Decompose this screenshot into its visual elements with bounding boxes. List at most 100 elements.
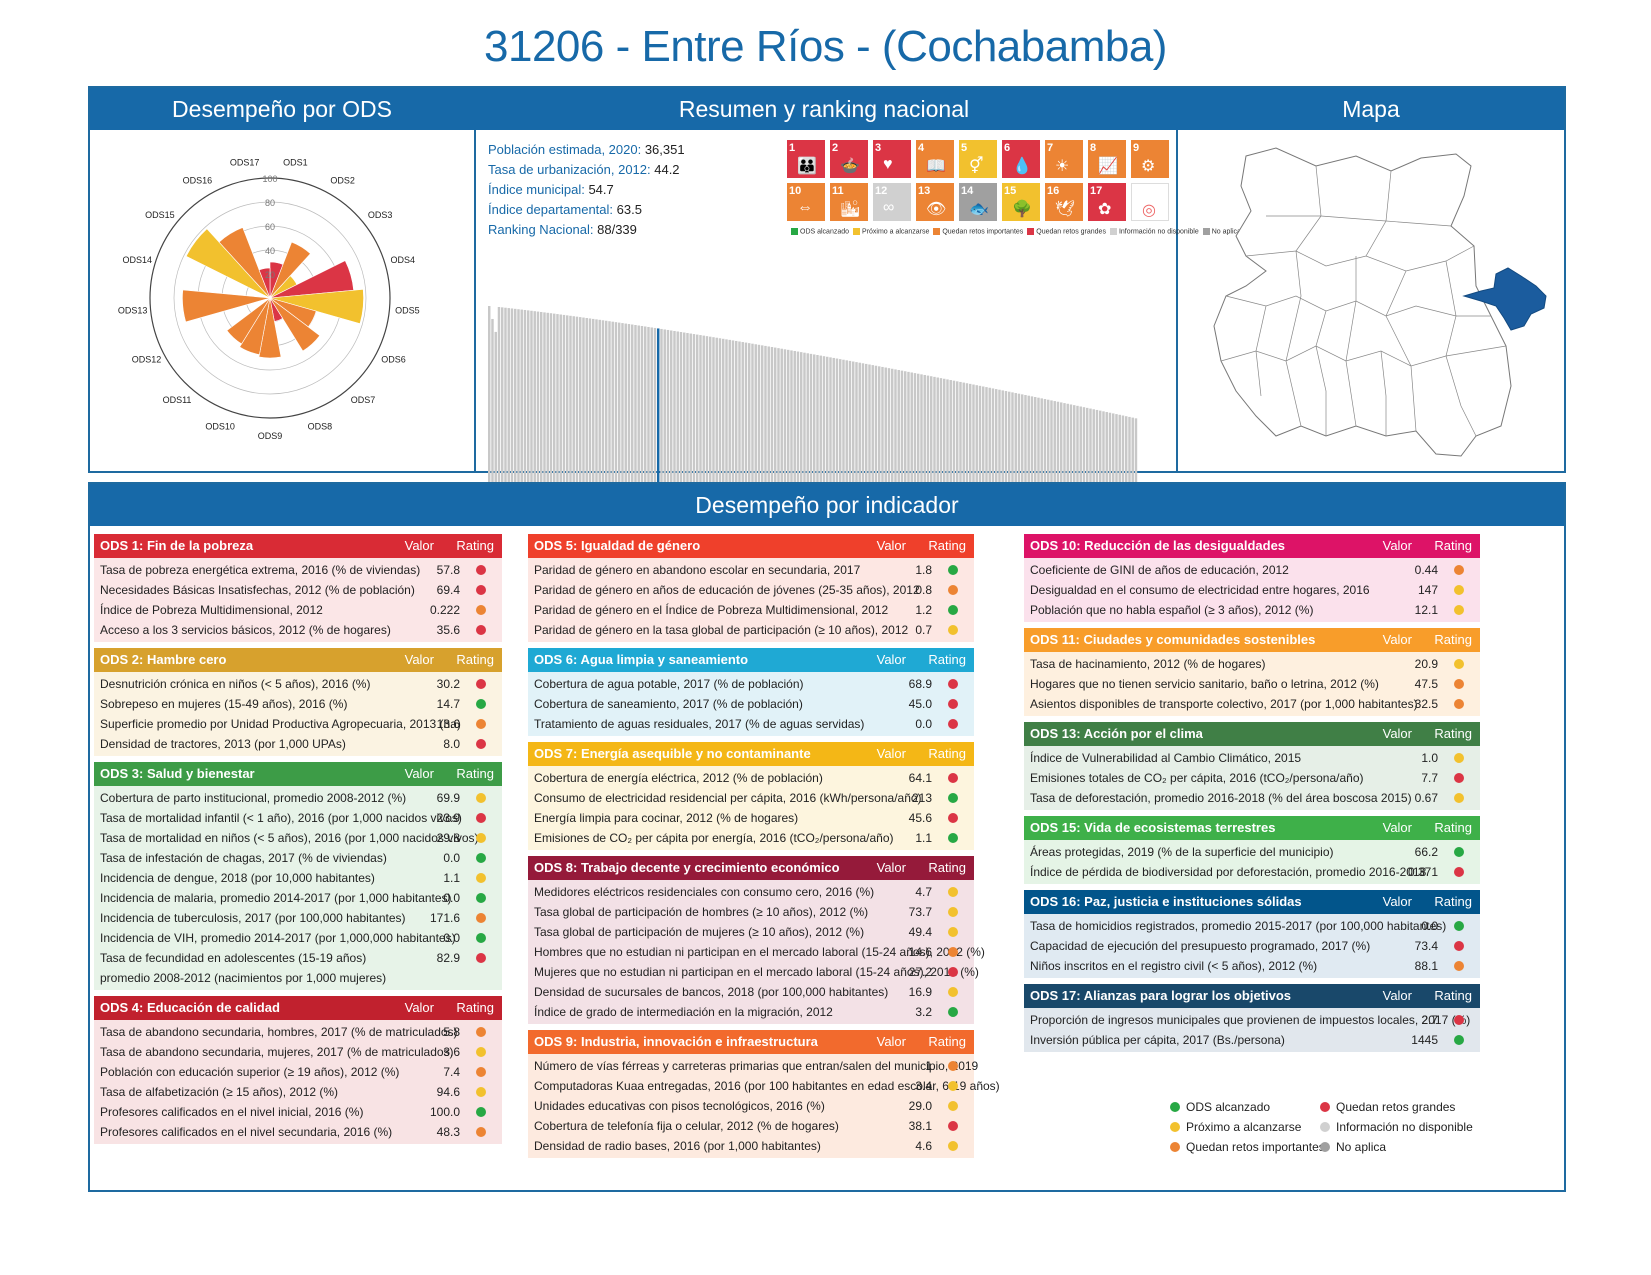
indicator-value: 69.9 <box>436 791 460 805</box>
section-body: Cobertura de energía eléctrica, 2012 (% … <box>528 766 974 850</box>
rank-bar <box>536 311 540 522</box>
rank-bar <box>553 313 556 522</box>
indicator-label: Asientos disponibles de transporte colec… <box>1030 697 1418 711</box>
rank-bar <box>995 389 998 522</box>
ods-section: ODS 8: Trabajo decente y crecimiento eco… <box>528 856 985 1024</box>
radar-bar <box>258 267 271 299</box>
rating-dot <box>948 679 958 689</box>
indicator-row: Emisiones de CO₂ per cápita por energía,… <box>528 828 974 848</box>
rank-bar <box>731 340 735 522</box>
indicator-row: Población que no habla español (≥ 3 años… <box>1024 600 1480 620</box>
indicator-label: Índice de Pobreza Multidimensional, 2012 <box>100 603 323 617</box>
rank-bar <box>725 339 728 522</box>
valor-header: Valor <box>876 746 906 761</box>
rating-dot <box>476 625 486 635</box>
rank-bar <box>494 331 497 522</box>
section-body: Índice de Vulnerabilidad al Cambio Climá… <box>1024 746 1480 810</box>
ods-tile: 4 📖 <box>916 140 954 178</box>
indicator-label: Mujeres que no estudian ni participan en… <box>534 965 979 979</box>
indicator-row: Emisiones totales de CO₂ per cápita, 201… <box>1024 768 1480 788</box>
indicator-value: 3.6 <box>443 1045 460 1059</box>
rank-bar <box>1024 395 1027 522</box>
indicator-label: Consumo de electricidad residencial per … <box>534 791 922 805</box>
rating-dot <box>1454 679 1464 689</box>
indicator-row: Áreas protegidas, 2019 (% de la superfic… <box>1024 842 1480 862</box>
sdg-icon: 🏙 <box>840 201 861 218</box>
indicator-label: Unidades educativas con pisos tecnológic… <box>534 1099 825 1113</box>
rank-bar <box>881 366 884 522</box>
rank-bar <box>952 380 956 522</box>
rank-bar <box>575 316 579 522</box>
rank-bar <box>900 370 904 522</box>
radar-bar <box>258 297 282 359</box>
header-resumen: Resumen y ranking nacional <box>678 96 970 122</box>
rating-dot <box>476 833 486 843</box>
rank-bar <box>757 344 761 522</box>
indicator-label: Computadoras Kuaa entregadas, 2016 (por … <box>534 1079 1000 1093</box>
legend-label: No aplica <box>1211 228 1241 236</box>
divider <box>1176 130 1178 473</box>
section-header: ODS 10: Reducción de las desigualdades Va… <box>1024 534 1480 558</box>
indicator-row: Número de vías férreas y carreteras prim… <box>528 1056 978 1076</box>
rank-bar <box>582 317 585 522</box>
indicator-row: Inversión pública per cápita, 2017 (Bs./… <box>1024 1030 1480 1050</box>
sdg-icon: ☀ <box>1055 158 1070 175</box>
valor-header: Valor <box>876 652 906 667</box>
ods-tile: 11 🏙 <box>830 183 868 221</box>
indicator-row: Paridad de género en años de educación d… <box>528 580 974 600</box>
rank-bar <box>611 321 614 522</box>
indicator-label: Coeficiente de GINI de años de educación… <box>1030 563 1289 577</box>
legend-dot <box>1320 1122 1330 1132</box>
radar-bar <box>226 297 271 345</box>
valor-header: Valor <box>1382 538 1412 553</box>
indicator-value: 30.2 <box>436 677 460 691</box>
rating-dot <box>476 1067 486 1077</box>
axis-label: ODS17 <box>230 157 260 167</box>
rank-bar <box>644 326 647 522</box>
section-header: ODS 8: Trabajo decente y crecimiento eco… <box>528 856 974 880</box>
section-title: ODS 2: Hambre cero <box>100 652 227 667</box>
rank-bar <box>1076 405 1079 522</box>
rank-bar <box>517 309 520 522</box>
tile-number: 12 <box>875 185 888 197</box>
indicator-row: Tratamiento de aguas residuales, 2017 (%… <box>528 714 974 734</box>
axis-label: ODS3 <box>368 210 393 220</box>
indicator-label: Hogares que no tienen servicio sanitario… <box>1030 677 1379 691</box>
indicator-row: Acceso a los 3 servicios básicos, 2012 (… <box>94 620 502 640</box>
indicator-column: ODS 10: Reducción de las desigualdades Va… <box>1024 528 1480 1052</box>
indicator-label: Tratamiento de aguas residuales, 2017 (%… <box>534 717 865 731</box>
indicator-row: Paridad de género en el Índice de Pobrez… <box>528 600 974 620</box>
rating-header: Rating <box>928 538 966 553</box>
rank-bar <box>683 332 686 522</box>
rank-bar <box>998 389 1001 522</box>
rating-header: Rating <box>928 746 966 761</box>
rank-bar <box>1004 391 1008 522</box>
indicator-row: Profesores calificados en el nivel inici… <box>94 1102 502 1122</box>
rank-bar <box>728 339 731 522</box>
tile-number: 16 <box>1047 185 1060 197</box>
indicator-value: 68.9 <box>908 677 932 691</box>
rank-bar <box>1092 409 1095 522</box>
indicator-value: 14.6 <box>908 945 932 959</box>
indicator-value: 100.0 <box>429 1105 460 1119</box>
rank-bar <box>806 353 809 522</box>
rating-header: Rating <box>456 1000 494 1015</box>
axis-label: ODS5 <box>395 306 420 316</box>
rank-bar <box>738 341 741 522</box>
rank-bar <box>751 343 754 522</box>
rating-dot <box>948 605 958 615</box>
indicator-label: Tasa de pobreza energética extrema, 2016… <box>100 563 421 577</box>
valor-header: Valor <box>404 766 434 781</box>
rating-dot <box>1454 793 1464 803</box>
axis-label: ODS8 <box>308 422 333 432</box>
rating-dot <box>476 1107 486 1117</box>
indicator-value: 171.6 <box>429 911 460 925</box>
highlight-bar <box>657 328 660 522</box>
rating-dot <box>948 1141 958 1151</box>
rank-bar <box>634 325 637 522</box>
indicator-label: Tasa de fecundidad en adolescentes (15-1… <box>100 951 387 985</box>
rating-dot <box>1454 565 1464 575</box>
rating-dot <box>476 719 486 729</box>
rating-dot <box>476 933 486 943</box>
rating-dot <box>476 913 486 923</box>
